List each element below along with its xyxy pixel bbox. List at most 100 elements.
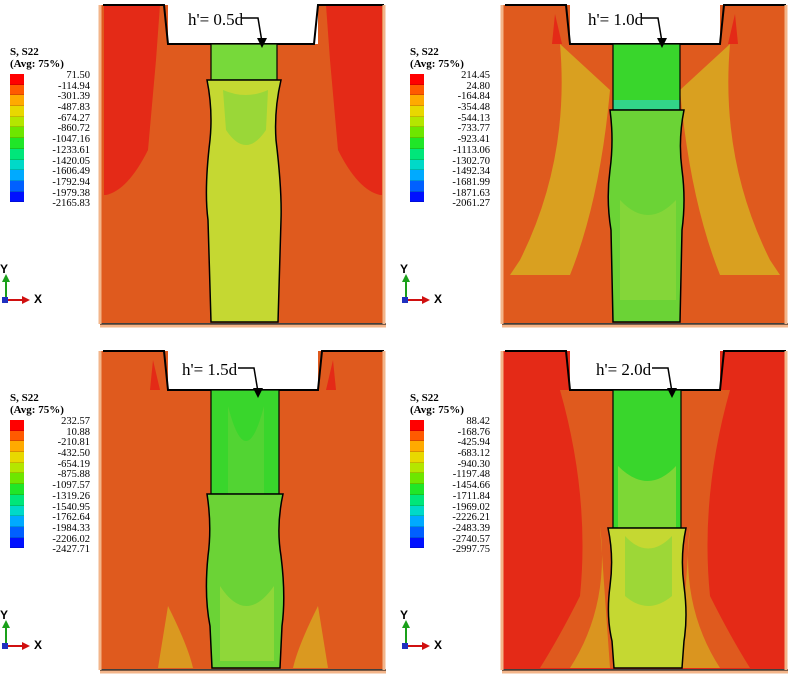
- legend-value: -654.19: [57, 458, 90, 470]
- legend-swatch: [410, 106, 424, 117]
- axis-y-label: Y: [0, 262, 9, 276]
- legend-swatch: [410, 138, 424, 149]
- legend-value: -1606.49: [52, 166, 90, 178]
- axis-triad-icon: Y X: [0, 608, 60, 658]
- legend-swatch: [10, 84, 24, 96]
- legend-swatch: [410, 170, 424, 181]
- legend-swatch: [10, 526, 24, 538]
- legend-value: -1762.64: [52, 512, 90, 524]
- legend-swatch: [10, 473, 24, 485]
- legend-swatch: [10, 441, 24, 453]
- legend-value: -1792.94: [52, 176, 90, 188]
- legend: S, S22 (Avg: 75%) 88.42 -168.76 -425.94 -68…: [410, 392, 500, 555]
- legend-swatch: [10, 95, 24, 107]
- legend-swatch: [410, 180, 424, 192]
- panel-h-2-0d: S, S22 (Avg: 75%) 88.42 -168.76 -425.94 -68…: [400, 346, 800, 692]
- legend-value: -1097.57: [52, 480, 90, 492]
- legend-swatch: [410, 516, 424, 527]
- legend-subtitle: (Avg: 75%): [410, 58, 464, 70]
- legend-value: -1302.70: [452, 155, 490, 167]
- legend-value: -1681.99: [452, 176, 490, 188]
- legend-value: 88.42: [466, 416, 490, 427]
- legend-value: -114.94: [58, 80, 90, 92]
- legend-swatch: [410, 127, 424, 139]
- legend-swatch: [10, 148, 24, 160]
- legend-color-bar: [410, 420, 424, 549]
- legend-swatch: [410, 537, 424, 549]
- legend-value: -1540.95: [52, 501, 90, 513]
- legend-value: 10.88: [66, 426, 90, 438]
- legend-title: S, S22: [410, 392, 439, 404]
- legend-value: 24.80: [466, 80, 490, 92]
- legend-swatch: [10, 170, 24, 181]
- axis-triad-icon: Y X: [400, 262, 460, 312]
- legend-swatch: [10, 138, 24, 149]
- axis-y-label: Y: [0, 608, 9, 622]
- legend-value: 71.50: [66, 70, 90, 81]
- legend-value: -875.88: [57, 469, 90, 481]
- legend-swatch: [410, 74, 424, 85]
- legend-swatch: [10, 180, 24, 192]
- axis-triad-icon: Y X: [0, 262, 60, 312]
- axis-triad-icon: Y X: [400, 608, 460, 658]
- legend-value: -544.13: [457, 112, 490, 124]
- axis-y-label: Y: [400, 262, 409, 276]
- legend-value: -2427.71: [52, 544, 90, 556]
- legend-swatch: [410, 95, 424, 107]
- legend-value: -2740.57: [452, 533, 490, 545]
- legend-value: -1969.02: [452, 501, 490, 513]
- legend-title: S, S22: [10, 46, 39, 58]
- contour-plot: [98, 346, 388, 676]
- legend-swatch: [410, 191, 424, 203]
- arrow-icon: [652, 367, 677, 398]
- legend-values: 232.57 10.88 -210.81 -432.50 -654.19 -875.88-…: [34, 416, 90, 556]
- legend-value: -923.41: [457, 134, 490, 146]
- legend-swatch: [10, 106, 24, 117]
- legend-values: 71.50 -114.94 -301.39 -487.83 -674.27 -860.72…: [34, 70, 90, 210]
- legend-value: 214.45: [461, 70, 490, 81]
- arrow-icon: [242, 17, 267, 48]
- legend-swatch: [10, 484, 24, 495]
- contour-plot: [98, 0, 388, 330]
- legend-value: -432.50: [57, 448, 90, 460]
- legend-value: -674.27: [57, 112, 90, 124]
- legend-value: -354.48: [457, 102, 490, 114]
- legend-swatch: [410, 452, 424, 463]
- legend-value: -2206.02: [52, 533, 90, 545]
- legend-value: -1711.84: [452, 490, 490, 502]
- legend-swatch: [10, 116, 24, 128]
- legend-value: -2165.83: [52, 198, 90, 210]
- legend-color-bar: [10, 420, 24, 549]
- axis-x-label: X: [434, 638, 443, 652]
- legend-value: -733.77: [457, 123, 490, 135]
- legend-swatch: [10, 420, 24, 431]
- legend-swatch: [410, 473, 424, 485]
- height-label: h'= 0.5d: [188, 10, 244, 29]
- legend-value: -1420.05: [52, 155, 90, 167]
- legend-value: -1979.38: [52, 187, 90, 199]
- legend-swatch: [10, 191, 24, 203]
- legend-title: S, S22: [410, 46, 439, 58]
- legend-swatch: [10, 159, 24, 171]
- legend-value: -1047.16: [52, 134, 90, 146]
- legend-value: -940.30: [457, 458, 490, 470]
- legend-value: -301.39: [57, 91, 90, 103]
- legend-swatch: [410, 462, 424, 474]
- legend-value: -1233.61: [52, 144, 90, 156]
- legend-value: -2483.39: [452, 522, 490, 534]
- legend-swatch: [410, 441, 424, 453]
- legend-value: -210.81: [57, 437, 90, 449]
- legend-value: -2226.21: [452, 512, 490, 524]
- legend-swatch: [410, 526, 424, 538]
- legend-swatch: [410, 494, 424, 506]
- legend-subtitle: (Avg: 75%): [10, 404, 64, 416]
- legend-swatch: [410, 505, 424, 517]
- legend-value: 232.57: [61, 416, 90, 427]
- legend-swatch: [10, 462, 24, 474]
- arrow-icon: [642, 17, 667, 48]
- legend-values: 88.42 -168.76 -425.94 -683.12 -940.30 -1197.4…: [434, 416, 490, 556]
- legend-value: -1113.06: [453, 144, 490, 156]
- legend-subtitle: (Avg: 75%): [410, 404, 464, 416]
- contour-plot: [500, 0, 790, 330]
- axis-x-label: X: [34, 292, 43, 306]
